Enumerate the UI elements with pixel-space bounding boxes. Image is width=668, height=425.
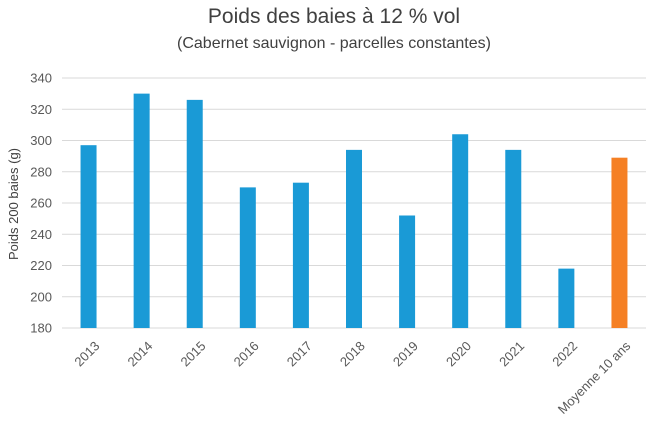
y-tick-label: 200 [30, 289, 52, 304]
y-tick-label: 340 [30, 71, 52, 86]
bar-2019 [399, 215, 416, 328]
y-tick-label: 280 [30, 164, 52, 179]
x-tick-label: 2014 [124, 338, 155, 369]
y-tick-label: 320 [30, 102, 52, 117]
y-axis-label: Poids 200 baies (g) [6, 148, 21, 260]
x-tick-label: 2013 [71, 338, 102, 369]
y-tick-label: 260 [30, 196, 52, 211]
bar-2022 [558, 268, 575, 328]
x-tick-label: 2020 [443, 338, 474, 369]
bar-2015 [186, 99, 203, 328]
bar-2020 [452, 134, 469, 328]
bar-2018 [346, 149, 362, 328]
x-tick-label: 2021 [496, 338, 527, 369]
chart-subtitle: (Cabernet sauvignon - parcelles constant… [177, 35, 491, 52]
bar-2016 [239, 187, 256, 328]
bar-2021 [505, 149, 522, 328]
x-tick-label: 2019 [390, 338, 421, 369]
gridlines [62, 77, 646, 329]
x-tick-label: 2022 [549, 338, 580, 369]
x-tick-label: 2018 [337, 338, 368, 369]
bars [80, 93, 628, 328]
y-axis-ticks: 180 200 220 240 260 280 300 320 340 [30, 71, 52, 336]
chart-title: Poids des baies à 12 % vol [207, 5, 461, 28]
y-tick-label: 180 [30, 321, 52, 336]
x-axis-ticks: 2013 2014 2015 2016 2017 2018 2019 2020 2021 2022… [71, 338, 633, 417]
x-tick-label: 2015 [178, 338, 209, 369]
y-tick-label: 240 [30, 227, 52, 242]
x-tick-label: 2017 [284, 338, 315, 369]
bar-2017 [292, 182, 309, 328]
y-tick-label: 300 [30, 133, 52, 148]
bar-2014 [133, 93, 150, 328]
x-tick-label: 2016 [231, 338, 262, 369]
bar-moyenne-10-ans [611, 157, 628, 328]
y-tick-label: 220 [30, 258, 52, 273]
bar-2013 [80, 145, 97, 328]
